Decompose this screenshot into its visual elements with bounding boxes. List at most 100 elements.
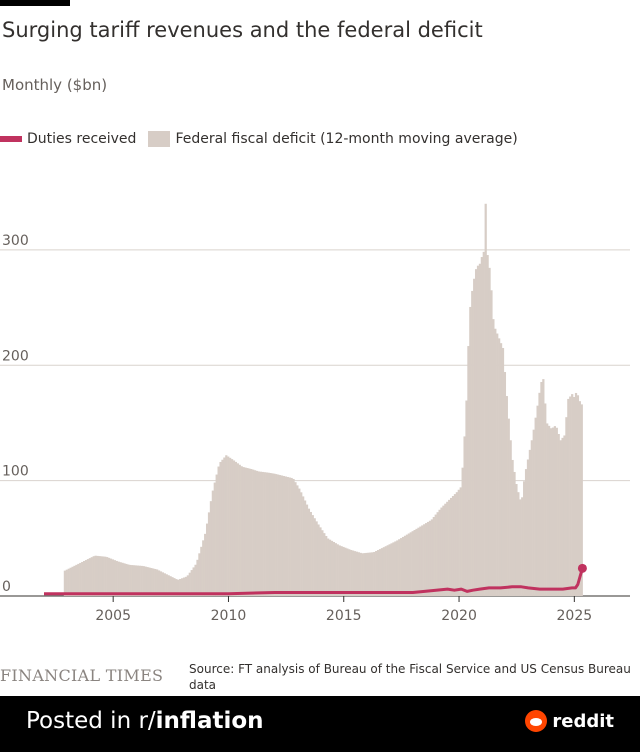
deficit-bar <box>517 492 520 596</box>
deficit-bar <box>211 490 214 596</box>
deficit-bar <box>444 503 447 596</box>
deficit-bar <box>542 379 545 596</box>
deficit-bar <box>225 455 228 596</box>
deficit-bar <box>165 574 168 596</box>
deficit-bar <box>565 417 568 596</box>
deficit-bar <box>305 504 309 596</box>
deficit-bar <box>388 544 391 596</box>
deficit-bar <box>386 545 389 596</box>
deficit-bar <box>204 533 207 596</box>
deficit-bar <box>83 561 86 596</box>
duties-line <box>44 567 584 596</box>
deficit-bar <box>106 557 109 596</box>
deficit-bar <box>519 499 522 596</box>
deficit-bar <box>486 255 489 596</box>
deficit-bar <box>484 203 487 596</box>
deficit-bar <box>400 538 403 596</box>
deficit-bar <box>163 573 166 596</box>
deficit-bar <box>311 515 314 596</box>
deficit-bar <box>271 473 274 596</box>
deficit-bar <box>459 487 462 596</box>
deficit-bar <box>273 473 276 596</box>
deficit-bar <box>196 559 199 596</box>
deficit-bar <box>578 401 581 596</box>
deficit-bar <box>376 550 380 596</box>
reddit-post-bar: Posted in r/inflation reddit <box>0 696 640 752</box>
deficit-bar <box>67 568 70 596</box>
chart-plot: 0 100 200 300 2005 2010 2015 2020 2025 <box>0 203 630 624</box>
deficit-bar <box>265 472 268 596</box>
deficit-bar <box>553 426 556 596</box>
deficit-bar <box>296 485 299 596</box>
deficit-bar <box>150 568 153 596</box>
deficit-bar <box>350 549 353 596</box>
deficit-bar <box>309 511 312 596</box>
deficit-bar <box>127 564 130 596</box>
deficit-bar <box>407 533 410 596</box>
deficit-bar <box>261 471 264 596</box>
deficit-bar <box>73 565 76 596</box>
deficit-bar <box>425 523 428 596</box>
deficit-bar <box>336 544 339 596</box>
deficit-bar <box>526 459 530 596</box>
deficit-bar <box>234 461 238 596</box>
deficit-bar <box>549 428 553 596</box>
deficit-bar <box>375 551 378 596</box>
deficit-bar <box>317 524 320 596</box>
deficit-bar <box>282 476 286 596</box>
deficit-bar <box>457 489 460 596</box>
deficit-bar <box>207 512 211 596</box>
deficit-bar <box>494 328 497 596</box>
deficit-bar <box>576 395 580 596</box>
deficit-bar <box>236 463 239 596</box>
deficit-bar <box>434 514 437 596</box>
posted-in-label[interactable]: Posted in r/inflation <box>26 708 264 734</box>
reddit-brand[interactable]: reddit <box>525 710 614 732</box>
deficit-bar <box>209 501 213 596</box>
deficit-bar <box>288 477 291 596</box>
deficit-bar <box>567 398 570 596</box>
deficit-bar <box>342 546 345 596</box>
deficit-bar <box>146 567 149 596</box>
deficit-bar <box>248 468 251 596</box>
deficit-bar <box>92 556 95 596</box>
x-tick-label: 2025 <box>557 608 593 624</box>
deficit-bar <box>156 569 159 596</box>
deficit-bar <box>294 482 297 596</box>
deficit-bar <box>215 474 218 596</box>
deficit-bar <box>432 516 435 596</box>
deficit-bar <box>523 481 526 596</box>
deficit-bar <box>327 538 330 596</box>
deficit-bar <box>490 290 493 596</box>
deficit-bar <box>190 570 193 596</box>
deficit-bar <box>205 523 209 596</box>
deficit-bar <box>482 251 485 596</box>
deficit-bar <box>140 565 143 596</box>
deficit-bar <box>394 541 397 596</box>
deficit-bar <box>94 555 97 596</box>
x-tick-label: 2015 <box>326 608 362 624</box>
subreddit-name[interactable]: inflation <box>155 708 264 734</box>
deficit-bar <box>419 526 422 596</box>
deficit-bar <box>390 543 393 596</box>
deficit-bar <box>131 565 134 596</box>
deficit-bar <box>528 449 532 596</box>
deficit-bar <box>179 578 182 596</box>
deficit-bar <box>307 508 311 596</box>
deficit-bar <box>192 567 195 596</box>
deficit-bar <box>540 382 543 596</box>
deficit-bar <box>455 492 458 596</box>
deficit-bar <box>229 457 232 596</box>
duties-end-marker <box>577 563 587 573</box>
deficit-bar <box>332 542 336 596</box>
deficit-bar <box>81 561 84 596</box>
deficit-bar <box>107 557 111 596</box>
deficit-bar <box>325 536 328 596</box>
deficit-bar <box>240 466 243 596</box>
deficit-bar <box>346 548 349 596</box>
deficit-bar <box>175 579 178 596</box>
deficit-bar <box>369 552 372 596</box>
deficit-bar <box>88 558 91 596</box>
deficit-bar <box>198 553 201 596</box>
deficit-bar <box>440 507 443 596</box>
